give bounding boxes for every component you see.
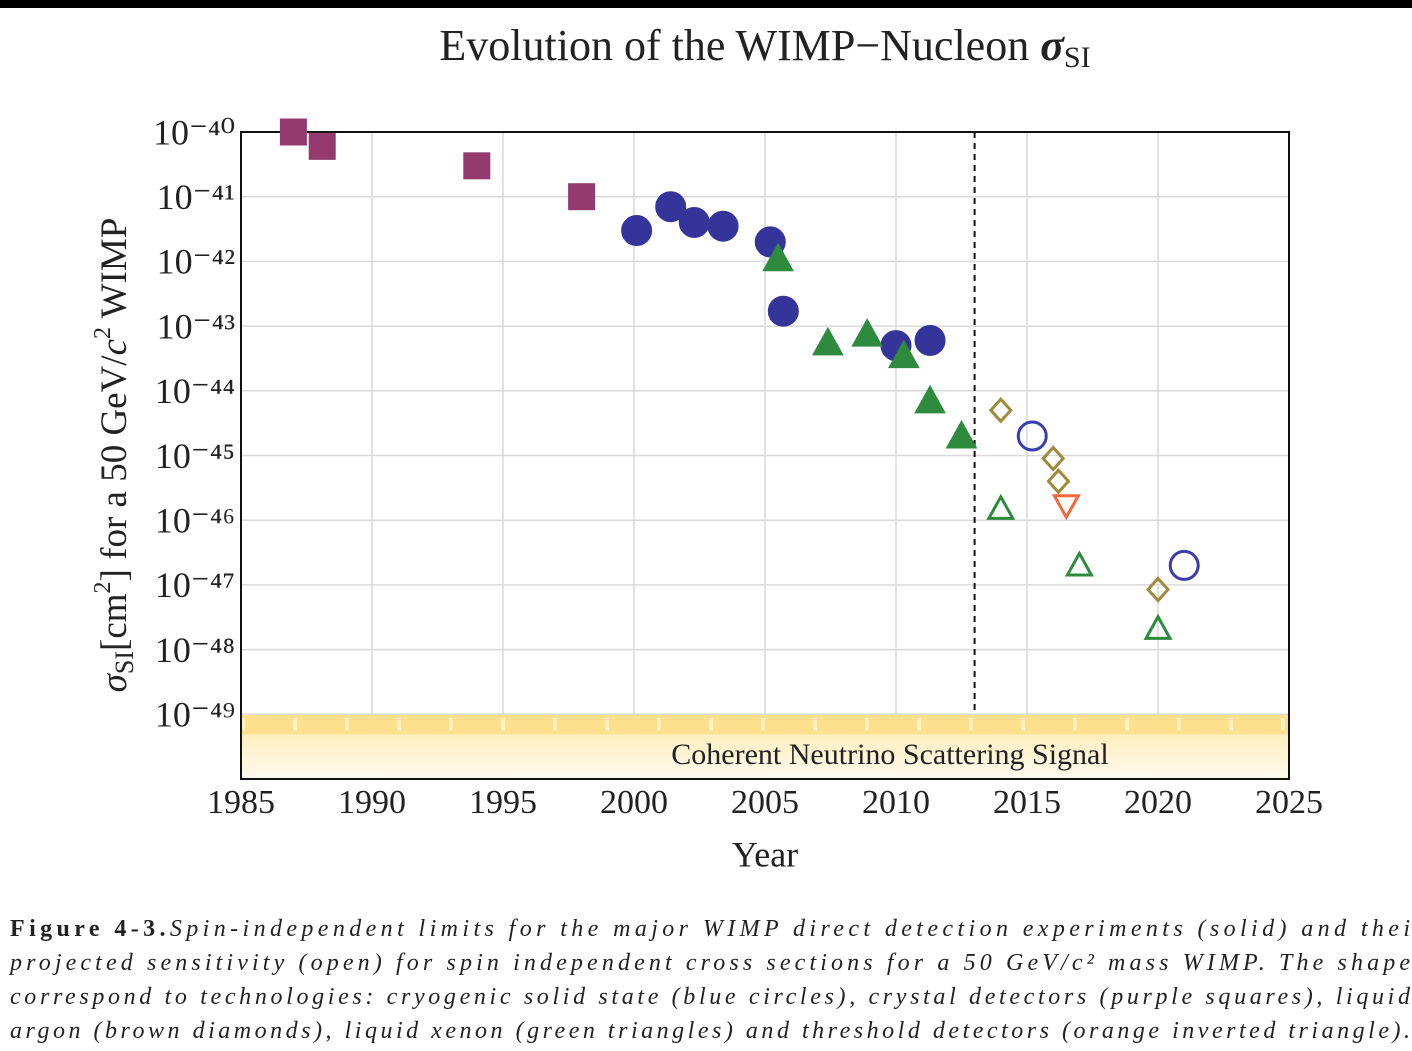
y-tick-label: 10⁻⁴³ xyxy=(157,306,236,346)
y-label-part: [cm xyxy=(94,593,135,651)
square-marker xyxy=(308,132,336,160)
plot-frame xyxy=(240,131,1290,780)
diamond-marker xyxy=(988,397,1013,424)
band-label: Coherent Neutrino Scattering Signal xyxy=(671,738,1108,771)
caption-line: correspond to technologies: cryogenic so… xyxy=(10,984,1411,1010)
x-tick-label: 2005 xyxy=(731,784,799,821)
triangle-marker xyxy=(851,318,884,347)
y-tick-label: 10⁻⁴⁴ xyxy=(155,371,235,411)
circle-marker xyxy=(1016,420,1048,452)
y-label-part: σ xyxy=(94,672,135,692)
caption-text: argon (brown diamonds), liquid xenon (gr… xyxy=(10,1018,1410,1044)
title-subscript: SI xyxy=(1064,41,1091,74)
y-tick-label: 10⁻⁴⁸ xyxy=(155,630,235,670)
y-label-part: c xyxy=(94,338,135,355)
circle-marker xyxy=(621,215,653,247)
square-marker xyxy=(279,118,307,146)
triangle-down-marker xyxy=(1051,494,1081,521)
triangle-marker xyxy=(986,493,1016,520)
x-tick-label: 1995 xyxy=(469,784,537,821)
triangle-marker xyxy=(812,326,844,356)
triangle-marker xyxy=(1064,550,1094,577)
triangle-marker xyxy=(1143,613,1173,640)
x-tick-label: 2015 xyxy=(993,784,1061,821)
y-label-part: ] for a 50 GeV/ xyxy=(94,355,135,582)
x-tick-label: 2010 xyxy=(862,784,930,821)
caption-text: projected sensitivity (open) for spin in… xyxy=(8,950,1410,976)
y-tick-label: 10⁻⁴² xyxy=(157,242,235,282)
circle-marker xyxy=(767,295,799,327)
y-label-part: 2 xyxy=(90,581,116,593)
y-label-part: SI xyxy=(110,651,139,674)
circle-marker xyxy=(707,210,739,242)
chart-title: Evolution of the WIMP−Nucleon σSI xyxy=(439,21,1090,74)
triangle-marker xyxy=(914,384,946,414)
y-tick-label: 10⁻⁴¹ xyxy=(157,177,235,217)
triangle-marker xyxy=(888,339,920,369)
y-label-part: 2 xyxy=(90,327,116,339)
caption-label: Figure 4-3. xyxy=(10,916,165,942)
caption: Figure 4-3. Spin-independent limits for t… xyxy=(8,916,1411,1044)
circle-marker xyxy=(655,191,687,223)
x-tick-label: 1990 xyxy=(338,784,406,821)
x-tick-label: 2025 xyxy=(1255,784,1323,821)
title-symbol: σ xyxy=(1040,21,1065,70)
triangle-marker xyxy=(762,242,794,272)
caption-line: projected sensitivity (open) for spin in… xyxy=(8,950,1410,976)
title-text: Evolution of the WIMP−Nucleon xyxy=(439,21,1040,70)
diamond-marker xyxy=(1145,576,1171,603)
x-tick-label: 1985 xyxy=(207,784,275,821)
y-tick-label: 10⁻⁴⁰ xyxy=(153,112,235,152)
x-tick-label: 2000 xyxy=(600,784,668,821)
circle-marker xyxy=(914,324,946,356)
caption-line: argon (brown diamonds), liquid xenon (gr… xyxy=(10,1018,1410,1044)
caption-line: Figure 4-3. Spin-independent limits for t… xyxy=(10,916,1410,942)
caption-text: correspond to technologies: cryogenic so… xyxy=(10,984,1411,1010)
top-border xyxy=(0,0,1412,8)
circle-marker xyxy=(678,206,710,238)
caption-text: Spin-independent limits for the major WI… xyxy=(170,916,1410,942)
square-marker xyxy=(463,152,491,180)
y-axis-label: σSI[cm2] for a 50 GeV/c2 WIMP xyxy=(90,218,139,693)
triangle-marker xyxy=(945,419,978,449)
y-tick-label: 10⁻⁴⁶ xyxy=(155,500,235,540)
x-tick-label: 2020 xyxy=(1124,784,1192,821)
y-tick-label: 10⁻⁴⁹ xyxy=(155,695,235,735)
diamond-marker xyxy=(1046,468,1071,495)
y-label-part: WIMP xyxy=(94,218,135,327)
x-axis-label: Year xyxy=(732,834,798,874)
y-tick-label: 10⁻⁴⁵ xyxy=(155,436,235,476)
diamond-marker xyxy=(1041,445,1066,472)
y-tick-label: 10⁻⁴⁷ xyxy=(155,565,235,605)
square-marker xyxy=(568,183,596,211)
circle-marker xyxy=(1168,549,1200,581)
